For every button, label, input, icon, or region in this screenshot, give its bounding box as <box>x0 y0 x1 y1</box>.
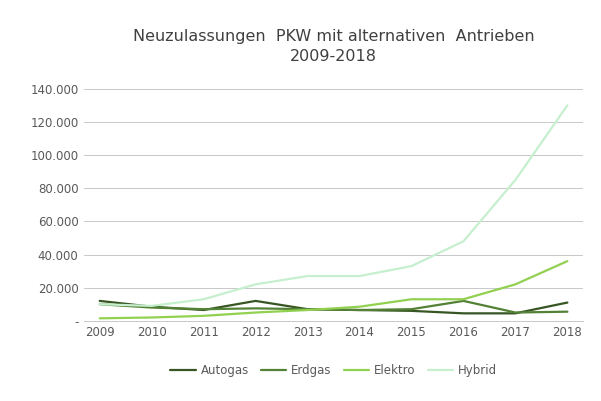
Elektro <box>96 316 103 321</box>
Elektro <box>564 259 571 263</box>
Autogas <box>408 308 415 313</box>
Hybrid <box>460 239 467 244</box>
Autogas <box>96 298 103 303</box>
Autogas <box>252 298 259 303</box>
Title: Neuzulassungen  PKW mit alternativen  Antrieben
2009-2018: Neuzulassungen PKW mit alternativen Antr… <box>133 29 534 64</box>
Hybrid <box>408 264 415 269</box>
Elektro <box>460 297 467 302</box>
Autogas <box>564 300 571 305</box>
Elektro <box>356 304 363 309</box>
Hybrid <box>148 304 155 308</box>
Erdgas <box>304 307 311 312</box>
Erdgas <box>356 308 363 312</box>
Autogas <box>356 308 363 312</box>
Erdgas <box>460 298 467 303</box>
Elektro <box>408 297 415 302</box>
Hybrid <box>200 297 207 302</box>
Line: Hybrid: Hybrid <box>100 105 567 306</box>
Hybrid <box>356 273 363 278</box>
Hybrid <box>96 302 103 307</box>
Elektro <box>304 308 311 312</box>
Erdgas <box>252 306 259 311</box>
Autogas <box>460 311 467 316</box>
Autogas <box>200 308 207 312</box>
Line: Elektro: Elektro <box>100 261 567 318</box>
Hybrid <box>252 282 259 287</box>
Hybrid <box>304 273 311 278</box>
Erdgas <box>200 307 207 312</box>
Erdgas <box>408 307 415 312</box>
Erdgas <box>512 310 519 315</box>
Autogas <box>512 311 519 316</box>
Hybrid <box>512 178 519 182</box>
Autogas <box>304 307 311 312</box>
Elektro <box>148 315 155 320</box>
Erdgas <box>148 305 155 310</box>
Elektro <box>200 314 207 318</box>
Legend: Autogas, Erdgas, Elektro, Hybrid: Autogas, Erdgas, Elektro, Hybrid <box>165 359 502 381</box>
Erdgas <box>96 302 103 307</box>
Elektro <box>252 310 259 315</box>
Erdgas <box>564 309 571 314</box>
Line: Erdgas: Erdgas <box>100 301 567 312</box>
Autogas <box>148 304 155 309</box>
Line: Autogas: Autogas <box>100 301 567 313</box>
Hybrid <box>564 103 571 108</box>
Elektro <box>512 282 519 287</box>
